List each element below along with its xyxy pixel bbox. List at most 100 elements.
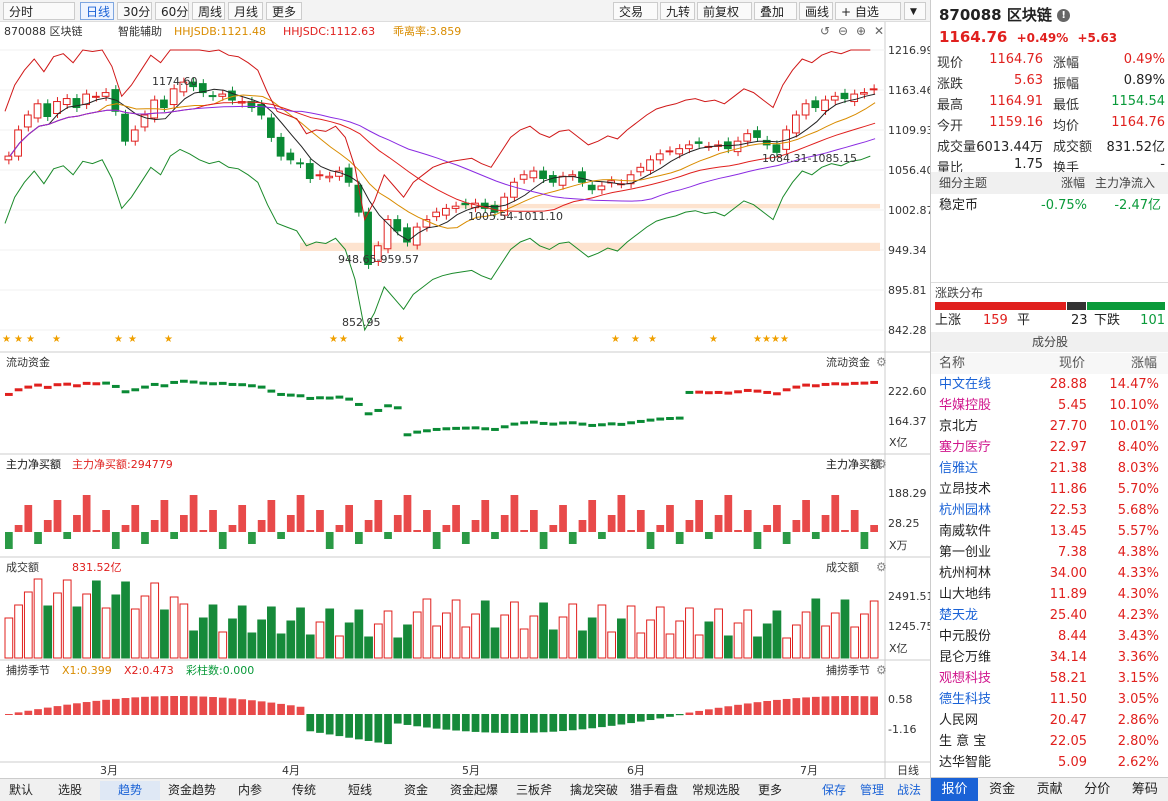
season-bar [82, 702, 91, 715]
component-row[interactable]: 生 意 宝 22.05 2.80% [931, 731, 1168, 752]
settings-icon[interactable]: ⚙ [876, 457, 887, 471]
net-bar [189, 495, 198, 532]
y-tick-label: 28.25 [888, 517, 920, 530]
season-bar [325, 714, 334, 735]
toolbar-right-1-button[interactable]: 九转 [660, 2, 695, 20]
component-row[interactable]: 塞力医疗 22.97 8.40% [931, 437, 1168, 458]
settings-icon[interactable]: ⚙ [876, 355, 887, 369]
bottom-tab-0[interactable]: 默认 [8, 783, 33, 797]
component-row[interactable]: 立昂技术 11.86 5.70% [931, 479, 1168, 500]
toolbar-3-button[interactable]: 60分 [155, 2, 189, 20]
component-row[interactable]: 达华智能 5.09 2.62% [931, 752, 1168, 773]
flow-mark [491, 427, 499, 431]
component-row[interactable]: 南威软件 13.45 5.57% [931, 521, 1168, 542]
bottom-right-1-button[interactable]: 管理 [859, 783, 884, 797]
bottom-tab-5[interactable]: 传统 [291, 783, 316, 797]
component-row[interactable]: 德生科技 11.50 3.05% [931, 689, 1168, 710]
bottom-tab-11[interactable]: 猎手看盘 [629, 783, 678, 797]
y-tick-label: 222.60 [888, 385, 927, 398]
panel-title: 流动资金 [6, 355, 50, 369]
right-tab-4[interactable]: 筹码 [1131, 782, 1158, 797]
toolbar-right-4-button[interactable]: 画线 [799, 2, 833, 20]
theme-row[interactable]: 稳定币 -0.75% -2.47亿 [931, 195, 1168, 216]
toolbar-4-button[interactable]: 周线 [192, 2, 225, 20]
component-row[interactable]: 第一创业 7.38 4.38% [931, 542, 1168, 563]
bottom-right-0-button[interactable]: 保存 [821, 783, 846, 797]
component-row[interactable]: 昆仑万维 34.14 3.36% [931, 647, 1168, 668]
component-row[interactable]: 楚天龙 25.40 4.23% [931, 605, 1168, 626]
toolbar-right-5-button[interactable]: + 自选 [835, 2, 901, 20]
bottom-tab-1[interactable]: 选股 [57, 783, 82, 797]
component-row[interactable]: 山大地纬 11.89 4.30% [931, 584, 1168, 605]
chart-area[interactable]: 870088 区块链 智能辅助 HHJSDB:1121.48 HHJSDC:1112.… [0, 22, 934, 778]
candle-body [43, 103, 52, 117]
bottom-tab-3[interactable]: 资金趋势 [167, 783, 216, 797]
settings-icon[interactable]: ⚙ [876, 663, 887, 677]
toolbar-2-button[interactable]: 30分 [117, 2, 152, 20]
flow-mark [14, 388, 23, 392]
net-bar [199, 530, 208, 532]
bottom-tab-4[interactable]: 内参 [237, 783, 262, 797]
component-row[interactable]: 京北方 27.70 10.01% [931, 416, 1168, 437]
bottom-tab-12[interactable]: 常规选股 [691, 783, 740, 797]
net-bar [121, 525, 130, 532]
y-tick-label: 1245.75 [888, 620, 930, 633]
flow-mark [539, 421, 548, 425]
candle-body [753, 130, 761, 138]
bottom-right-2-button[interactable]: 战法 [896, 783, 921, 797]
right-tab-1[interactable]: 资金 [989, 782, 1016, 797]
toolbar-right-2-button[interactable]: 前复权 [697, 2, 752, 20]
right-tab-3[interactable]: 分价 [1084, 782, 1111, 797]
season-x1: X1:0.399 [62, 664, 112, 677]
settings-icon[interactable]: ⚙ [876, 560, 887, 574]
component-row[interactable]: 信雅达 21.38 8.03% [931, 458, 1168, 479]
bottom-tab-7[interactable]: 资金 [403, 783, 428, 797]
component-row[interactable]: 杭州园林 22.53 5.68% [931, 500, 1168, 521]
bottom-tab-10[interactable]: 擒龙突破 [569, 783, 618, 797]
component-row[interactable]: 中元股份 8.44 3.43% [931, 626, 1168, 647]
net-bar [539, 532, 548, 549]
y-tick-label: 895.81 [888, 284, 927, 297]
net-bar [666, 505, 674, 532]
toolbar-6-button[interactable]: 更多 [266, 2, 302, 20]
close-icon[interactable]: ✕ [874, 24, 884, 38]
component-row[interactable]: 人民网 20.47 2.86% [931, 710, 1168, 731]
component-row[interactable]: 杭州柯林 34.00 4.33% [931, 563, 1168, 584]
dist-bar-down [1087, 302, 1165, 310]
info-icon[interactable]: ! [1057, 9, 1071, 22]
season-bar [850, 696, 859, 715]
toolbar-5-button[interactable]: 月线 [228, 2, 263, 20]
settings-icon[interactable]: ⚙ [876, 457, 887, 471]
candle-body [383, 219, 392, 250]
hhjsdb-label: HHJSDB:1121.48 [174, 25, 266, 38]
right-tab-2[interactable]: 贡献 [1036, 782, 1063, 797]
net-bar [5, 532, 13, 549]
season-bar [500, 714, 509, 733]
bottom-tab-9[interactable]: 三板斧 [515, 783, 552, 797]
toolbar-right-0-button[interactable]: 交易 [613, 2, 658, 20]
bottom-tab-2[interactable]: 趋势 [100, 781, 160, 800]
zoom-out-icon[interactable]: ⊖ [838, 24, 848, 38]
net-bar [393, 515, 402, 532]
kline-chart[interactable]: 870088 区块链 智能辅助 HHJSDB:1121.48 HHJSDC:1112.… [0, 22, 934, 778]
candle-body [578, 171, 586, 183]
component-row[interactable]: 中文在线 28.88 14.47% [931, 374, 1168, 395]
toolbar-1-button[interactable]: 日线 [80, 2, 114, 20]
component-row[interactable]: 华媒控股 5.45 10.10% [931, 395, 1168, 416]
right-tab-0[interactable]: 报价 [931, 778, 978, 801]
toolbar-right-3-button[interactable]: 叠加 [754, 2, 797, 20]
candle-body [14, 129, 22, 157]
zoom-in-icon[interactable]: ⊕ [856, 24, 866, 38]
refresh-icon[interactable]: ↺ [820, 24, 830, 38]
bottom-tab-8[interactable]: 资金起爆 [449, 783, 498, 797]
bottom-tab-13[interactable]: 更多 [757, 783, 782, 797]
bottom-tab-6[interactable]: 短线 [347, 783, 372, 797]
toolbar-0-button[interactable]: 分时 [3, 2, 75, 20]
candle-body [461, 202, 470, 206]
hhjsdc-label: HHJSDC:1112.63 [283, 25, 375, 38]
toolbar-collapse-icon[interactable]: ▼ [904, 2, 926, 20]
comp-head-name: 名称 [939, 356, 966, 371]
component-chg: 10.01% [1109, 419, 1159, 434]
component-row[interactable]: 观想科技 58.21 3.15% [931, 668, 1168, 689]
candle-body [840, 92, 849, 100]
